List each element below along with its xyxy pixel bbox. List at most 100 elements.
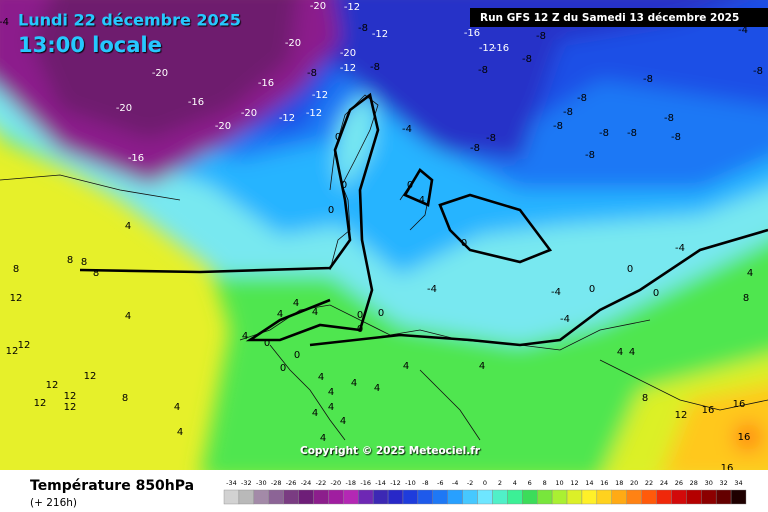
contour-label: -20 <box>215 121 231 132</box>
contour-label: 8 <box>122 393 128 404</box>
contour-label: -4 <box>551 287 561 298</box>
contour-label: 12 <box>34 398 47 409</box>
contour-label: 0 <box>335 132 341 143</box>
contour-label: 8 <box>81 257 87 268</box>
temperature-field <box>0 0 768 470</box>
contour-label: 4 <box>328 402 334 413</box>
contour-label: 4 <box>125 311 131 322</box>
contour-labels: -4 -20 -20 -16 -20 -20 -16 -16 -20 -20 -12 -8 -12 -20… <box>0 1 763 470</box>
contour-label: -20 <box>310 1 326 12</box>
contour-label: 4 <box>320 433 326 444</box>
scale-swatch <box>387 489 404 505</box>
scale-swatch <box>626 489 642 505</box>
scale-label: -12 <box>390 479 401 487</box>
forecast-date: Lundi 22 décembre 2025 <box>18 11 241 30</box>
scale-swatch <box>492 489 508 505</box>
scale-label: -18 <box>345 479 356 487</box>
contour-label: -12 <box>312 90 328 101</box>
contour-label: -4 <box>675 243 685 254</box>
contour-label: -4 <box>0 17 9 28</box>
scale-swatch <box>686 489 702 505</box>
scale-label: -8 <box>422 479 428 487</box>
scale-swatch <box>447 489 463 505</box>
scale-swatch <box>566 489 583 505</box>
scale-label: 8 <box>543 479 547 487</box>
contour-label: 8 <box>743 293 749 304</box>
contour-label: -4 <box>560 314 570 325</box>
contour-label: -8 <box>307 68 317 79</box>
scale-label: 32 <box>719 479 727 487</box>
forecast-time: 13:00 locale <box>18 33 162 57</box>
scale-swatch <box>656 489 672 505</box>
contour-label: 16 <box>733 399 746 410</box>
contour-label: -8 <box>553 121 563 132</box>
contour-label: 0 <box>280 363 286 374</box>
scale-label: -28 <box>271 479 282 487</box>
scale-label: 16 <box>600 479 608 487</box>
contour-label: 4 <box>318 372 324 383</box>
contour-label: -12 <box>372 29 388 40</box>
color-scale: -34 -32 -30 -28 -26 -24 -22 -20 -18 -16 -14 -12 -10-… <box>223 479 747 505</box>
contour-label: 0 <box>341 180 347 191</box>
scale-swatch <box>537 489 553 505</box>
scale-swatch <box>402 489 419 505</box>
contour-label: -8 <box>563 107 573 118</box>
contour-label: 4 <box>277 309 283 320</box>
contour-label: -12 <box>344 2 360 13</box>
contour-label: 4 <box>312 307 318 318</box>
scale-swatch <box>477 489 493 505</box>
scale-label: -10 <box>405 479 416 487</box>
contour-label: -16 <box>464 28 480 39</box>
contour-label: 4 <box>174 402 180 413</box>
contour-label: 4 <box>617 347 623 358</box>
scale-label: -34 <box>226 479 237 487</box>
scale-label: 2 <box>498 479 502 487</box>
scale-label: -4 <box>452 479 458 487</box>
scale-label: 10 <box>555 479 563 487</box>
contour-label: 4 <box>340 416 346 427</box>
contour-label: 0 <box>378 308 384 319</box>
scale-swatch <box>581 489 598 505</box>
scale-swatch <box>730 489 747 505</box>
scale-label: -32 <box>241 479 252 487</box>
contour-label: 12 <box>46 380 59 391</box>
contour-label: 16 <box>738 432 751 443</box>
scale-label: 18 <box>615 479 623 487</box>
scale-label: 28 <box>690 479 698 487</box>
scale-label: 12 <box>570 479 578 487</box>
contour-label: -8 <box>470 143 480 154</box>
contour-label: -12 <box>306 108 322 119</box>
scale-swatch <box>372 489 389 505</box>
contour-label: -8 <box>486 133 496 144</box>
contour-label: -20 <box>285 38 301 49</box>
scale-label: 6 <box>528 479 532 487</box>
scale-swatch <box>313 489 329 505</box>
contour-label: -8 <box>370 62 380 73</box>
legend-subtitle: (+ 216h) <box>30 497 77 509</box>
contour-label: -8 <box>671 132 681 143</box>
contour-label: -4 <box>427 284 437 295</box>
scale-label: -30 <box>256 479 267 487</box>
zero-isotherm <box>79 92 768 347</box>
scale-swatch <box>268 489 284 505</box>
scale-swatch <box>671 489 687 505</box>
scale-swatch <box>462 489 478 505</box>
contour-label: 0 <box>627 264 633 275</box>
contour-label: -8 <box>577 93 587 104</box>
scale-swatch <box>358 489 374 505</box>
scale-label: -14 <box>375 479 386 487</box>
run-box <box>470 8 768 27</box>
contour-label: 12 <box>64 402 77 413</box>
contour-label: -8 <box>536 31 546 42</box>
contour-label: -8 <box>753 66 763 77</box>
contour-label: 8 <box>13 264 19 275</box>
contour-label: -8 <box>599 128 609 139</box>
contour-label: 4 <box>479 361 485 372</box>
scale-label: -2 <box>467 479 473 487</box>
scale-swatch <box>343 489 359 505</box>
contour-label: -8 <box>664 113 674 124</box>
scale-swatch <box>701 489 717 505</box>
scale-swatch <box>283 489 299 505</box>
scale-swatch <box>328 489 344 505</box>
